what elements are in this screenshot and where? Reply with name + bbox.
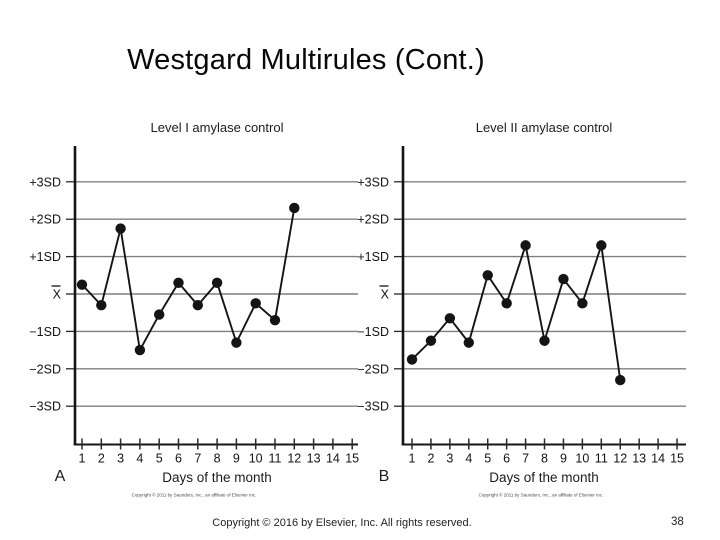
slide-title: Westgard Multirules (Cont.) <box>127 44 485 76</box>
data-point <box>615 374 626 386</box>
x-tick-label: 6 <box>175 452 182 466</box>
x-tick-label: 4 <box>136 452 143 466</box>
data-point <box>577 298 588 309</box>
footer-copyright: Copyright © 2016 by Elsevier, Inc. All r… <box>212 517 472 529</box>
x-tick-label: 11 <box>269 452 282 466</box>
data-point <box>154 309 165 320</box>
chart-b-title: Level II amylase control <box>475 120 613 135</box>
x-tick-label: 12 <box>613 452 627 466</box>
x-tick-label: 14 <box>326 452 340 466</box>
data-point <box>192 300 203 311</box>
data-point <box>425 335 437 346</box>
data-point <box>596 240 607 251</box>
y-tick-label: +3SD <box>357 175 389 189</box>
data-point <box>115 223 126 234</box>
y-tick-label: +1SD <box>357 250 389 264</box>
x-tick-label: 5 <box>484 452 491 466</box>
x-tick-label: 10 <box>249 452 263 466</box>
data-point <box>482 270 493 281</box>
x-tick-label: 14 <box>651 452 665 466</box>
y-tick-label: +2SD <box>357 213 389 227</box>
data-point <box>406 354 418 365</box>
x-tick-label: 1 <box>409 452 416 466</box>
y-tick-label: X <box>381 288 390 302</box>
y-tick-label: −1SD <box>29 325 61 339</box>
x-tick-label: 5 <box>156 452 163 466</box>
y-tick-label: −3SD <box>29 400 61 414</box>
data-point <box>501 298 512 309</box>
x-tick-label: 6 <box>503 452 510 466</box>
data-point <box>269 314 281 326</box>
chart-a-figure-credit: Copyright © 2011 by Saunders, Inc., an a… <box>131 492 257 498</box>
y-tick-label: −2SD <box>29 362 61 376</box>
chart-b-xaxis-label: Days of the month <box>489 470 599 485</box>
x-tick-label: 11 <box>595 452 608 466</box>
y-tick-label: +1SD <box>29 250 61 264</box>
x-tick-label: 4 <box>465 452 472 466</box>
data-point <box>558 273 569 285</box>
x-tick-label: 7 <box>194 452 201 466</box>
data-point <box>289 202 300 214</box>
data-point <box>539 335 550 346</box>
data-point <box>520 240 531 251</box>
x-tick-label: 9 <box>560 452 567 466</box>
y-tick-label: +2SD <box>29 213 61 227</box>
x-tick-label: 2 <box>98 452 105 466</box>
x-tick-label: 15 <box>670 452 684 466</box>
y-tick-label: −2SD <box>357 362 389 376</box>
chart-a-xaxis-label: Days of the month <box>162 470 272 485</box>
series-line <box>81 207 296 352</box>
page-number: 38 <box>671 516 684 528</box>
data-point <box>444 313 456 324</box>
chart-a-title: Level I amylase control <box>150 120 284 135</box>
data-point <box>463 337 474 348</box>
data-point <box>211 277 223 288</box>
y-tick-label: +3SD <box>29 175 61 189</box>
x-tick-label: 2 <box>427 452 434 466</box>
data-point <box>76 279 88 290</box>
data-point <box>173 277 184 288</box>
x-tick-label: 8 <box>541 452 548 466</box>
series-line <box>411 244 622 381</box>
chart-b-figure-credit: Copyright © 2011 by Saunders, Inc., an a… <box>478 492 604 498</box>
x-tick-label: 13 <box>632 452 646 466</box>
y-tick-label: −1SD <box>357 325 389 339</box>
data-point <box>134 344 146 356</box>
x-tick-label: 10 <box>575 452 589 466</box>
x-tick-label: 8 <box>214 452 221 466</box>
data-point <box>96 300 107 311</box>
data-point <box>250 298 261 309</box>
x-tick-label: 1 <box>79 452 86 466</box>
data-point <box>231 337 242 348</box>
x-tick-label: 13 <box>307 452 321 466</box>
x-tick-label: 12 <box>287 452 301 466</box>
chart-b-panel-label: B <box>378 468 390 485</box>
x-tick-label: 15 <box>345 452 359 466</box>
x-tick-label: 9 <box>233 452 240 466</box>
x-tick-label: 3 <box>446 452 453 466</box>
y-tick-label: −3SD <box>357 400 389 414</box>
chart-a-panel-label: A <box>54 468 66 485</box>
x-tick-label: 7 <box>522 452 529 466</box>
x-tick-label: 3 <box>117 452 124 466</box>
y-tick-label: X <box>53 288 62 302</box>
